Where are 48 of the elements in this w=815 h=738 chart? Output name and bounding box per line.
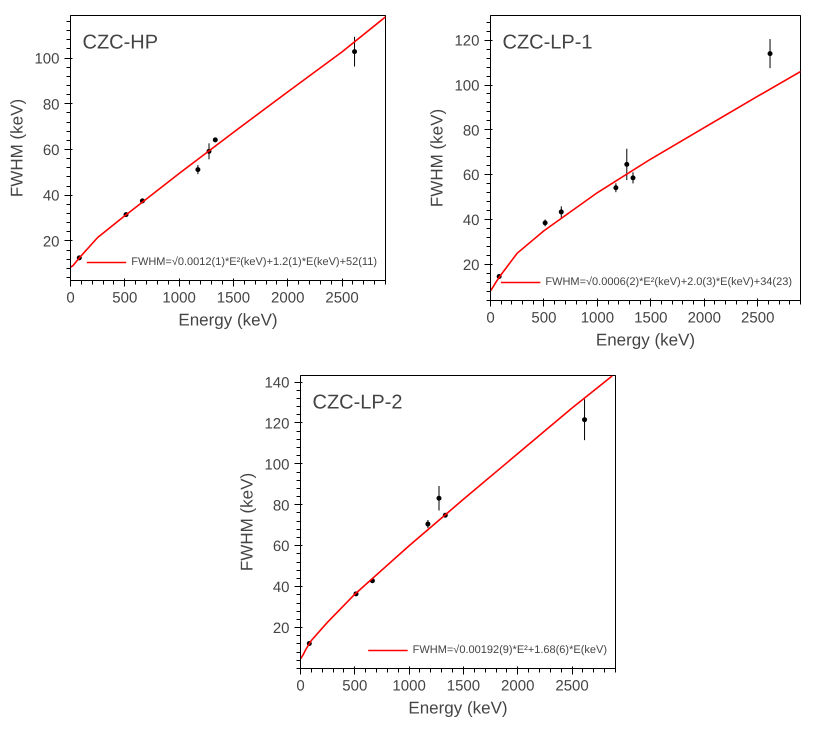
y-tick-label: 100 [454,78,480,95]
y-tick-label: 40 [272,579,290,596]
y-tick-label: 20 [42,233,60,250]
y-tick-label: 120 [264,415,290,432]
legend-label: FWHM=√0.00192(9)*E²+1.68(6)*E(keV) [412,644,607,656]
text: CZC-HP [82,32,158,54]
x-tick-label: 0 [66,290,75,306]
x-tick-label: 1500 [634,310,668,326]
x-tick-label: 2500 [741,310,774,326]
text: CZC-LP-1 [502,32,593,54]
y-tick-label: 80 [42,96,60,114]
y-tick-label: 120 [454,32,480,50]
x-tick-label: 500 [531,310,556,326]
x-tick-label: 2000 [688,310,721,326]
x-axis-title: Energy (keV) [408,698,508,718]
x-tick-label: 500 [342,678,368,694]
text: CZC-LP-2 [312,392,403,414]
y-tick-label: 20 [272,620,290,638]
x-tick-label: 1000 [162,290,196,306]
legend-label: FWHM=√0.0012(1)*E²(keV)+1.2(1)*E(keV)+52(11) [131,256,377,268]
x-axis-title: Energy (keV) [596,330,696,350]
y-tick-label: 40 [462,212,480,230]
x-tick-label: 2000 [271,290,304,306]
x-tick-label: 500 [112,290,138,306]
x-tick-label: 0 [486,310,495,326]
y-tick-label: 140 [264,374,290,392]
y-tick-label: 100 [34,50,60,68]
x-tick-label: 2500 [325,290,359,306]
x-tick-label: 2500 [555,678,589,694]
y-axis-title: FWHM (keV) [427,108,446,208]
y-tick-label: 60 [42,142,60,159]
y-tick-label: 60 [272,538,290,556]
y-axis-title: FWHM (keV) [237,472,256,572]
x-tick-label: 1000 [580,310,614,326]
x-tick-label: 1000 [392,678,426,694]
x-tick-label: 0 [296,678,305,694]
y-tick-label: 20 [462,256,480,274]
x-tick-label: 1500 [216,290,250,306]
x-axis-title: Energy (keV) [178,310,278,330]
y-tick-label: 80 [462,122,480,140]
y-tick-label: 100 [264,456,290,474]
y-tick-label: 40 [42,188,60,205]
x-tick-label: 1500 [446,678,480,694]
legend-label: FWHM=√0.0006(2)*E²(keV)+2.0(3)*E(keV)+34(23) [545,276,792,288]
x-tick-label: 2000 [501,678,534,694]
y-axis-title: FWHM (keV) [7,98,26,198]
y-tick-label: 60 [462,167,480,184]
y-tick-label: 80 [272,497,290,514]
